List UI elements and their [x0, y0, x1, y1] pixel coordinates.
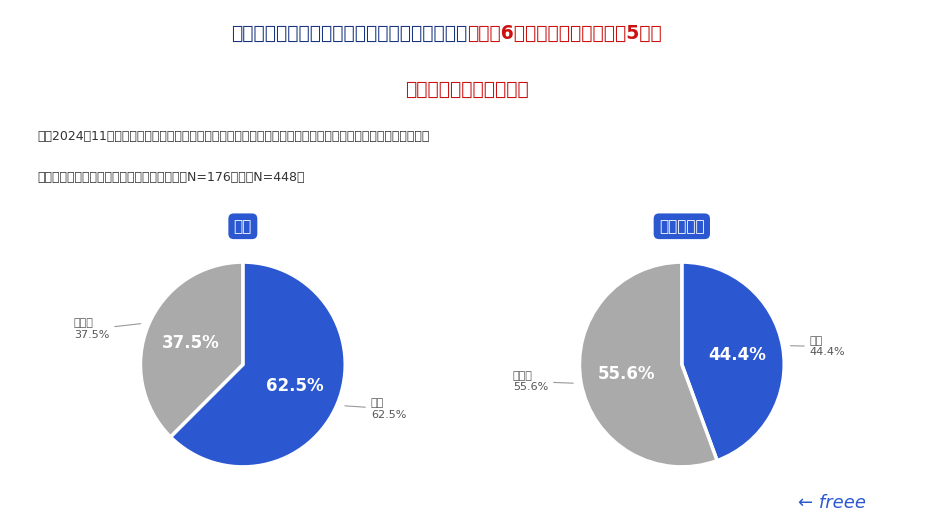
Text: 個人事業主: 個人事業主 [659, 219, 704, 234]
Text: 37.5%: 37.5% [162, 334, 219, 352]
Text: 55.6%: 55.6% [598, 366, 655, 384]
Text: 62.5%: 62.5% [266, 377, 324, 395]
Text: 法人で6割強、個人事業主では5割弱: 法人で6割強、個人事業主では5割弱 [467, 24, 662, 43]
Text: 義務だということを知っていますか？（法人N=176、個人N=448）: 義務だということを知っていますか？（法人N=176、個人N=448） [37, 171, 304, 185]
Text: 44.4%: 44.4% [708, 345, 766, 363]
Wedge shape [682, 262, 785, 461]
Text: いいえ
55.6%: いいえ 55.6% [513, 371, 573, 393]
Wedge shape [170, 262, 346, 467]
Wedge shape [579, 262, 717, 467]
Text: 法人: 法人 [234, 219, 252, 234]
Text: 認知度とほぼ同じ結果に: 認知度とほぼ同じ結果に [405, 80, 529, 99]
Text: ← freee: ← freee [799, 494, 866, 512]
Text: 新法対応が義務だと知っていると答えた割合は: 新法対応が義務だと知っていると答えた割合は [231, 24, 467, 43]
Wedge shape [140, 262, 243, 437]
Text: いいえ
37.5%: いいえ 37.5% [74, 318, 141, 340]
Text: 問：2024年11月以降、企業からフリーランスに発注を行う場合、フリーランス新法に沿った対応をすることが: 問：2024年11月以降、企業からフリーランスに発注を行う場合、フリーランス新法… [37, 130, 430, 143]
Text: はい
44.4%: はい 44.4% [790, 336, 845, 358]
Text: はい
62.5%: はい 62.5% [345, 398, 406, 419]
